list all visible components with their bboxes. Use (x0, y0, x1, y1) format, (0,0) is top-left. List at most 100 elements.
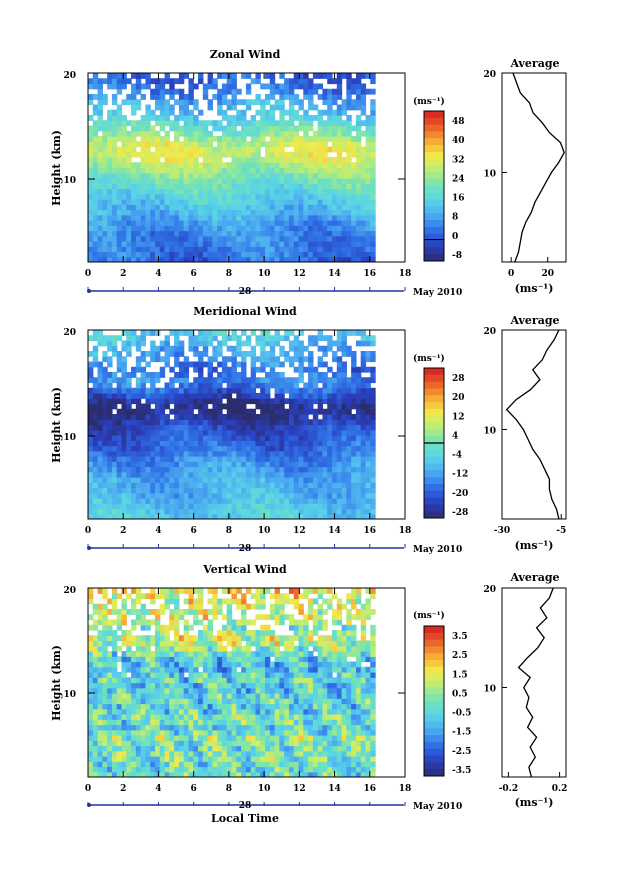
heatmap-cell (102, 387, 108, 394)
heatmap-cell (360, 771, 367, 777)
heatmap-cell (140, 714, 147, 720)
heatmap-cell (178, 183, 185, 190)
heatmap-cell (312, 220, 319, 226)
heatmap-cell (317, 714, 324, 720)
heatmap-cell (212, 745, 218, 752)
heatmap-cell (135, 246, 142, 253)
heatmap-cell (312, 487, 319, 494)
heatmap-cell (183, 703, 190, 710)
heatmap-cell (126, 424, 132, 431)
heatmap-cell (188, 508, 194, 515)
heatmap-cell (341, 209, 347, 216)
heatmap-cell (140, 756, 147, 762)
colorbar-step (424, 254, 444, 262)
heatmap-cell (159, 146, 166, 153)
heatmap-cell (150, 719, 156, 726)
heatmap-cell (107, 461, 113, 468)
heatmap-cell (269, 377, 276, 384)
heatmap-cell (298, 377, 304, 384)
heatmap-cell (207, 130, 213, 137)
heatmap-cell (217, 387, 223, 394)
heatmap-cell (145, 199, 151, 205)
heatmap-cell (360, 183, 367, 190)
heatmap-cell (183, 141, 190, 148)
heatmap-cell (308, 172, 314, 179)
x-tick-label: 14 (328, 526, 341, 536)
heatmap-cell (317, 235, 324, 242)
heatmap-cell (121, 340, 127, 347)
heatmap-cell (150, 162, 156, 169)
heatmap-cell (188, 214, 194, 221)
heatmap-cell (107, 199, 113, 205)
heatmap-cell (341, 330, 347, 336)
heatmap-cell (102, 220, 108, 226)
heatmap-cell (346, 235, 352, 242)
heatmap-cell (174, 761, 180, 768)
heatmap-cell (351, 220, 357, 226)
heatmap-cell (288, 508, 295, 515)
heatmap-cell (293, 477, 300, 483)
heatmap-cell (355, 214, 362, 221)
heatmap-cell (293, 698, 300, 705)
heatmap-cell (370, 225, 376, 232)
heatmap-cell (284, 419, 290, 426)
heatmap-cell (303, 498, 309, 504)
heatmap-cell (217, 220, 223, 226)
heatmap-cell (245, 220, 252, 226)
heatmap-cell (336, 440, 343, 447)
heatmap-cell (193, 403, 199, 410)
heatmap-cell (241, 251, 247, 258)
heatmap-cell (193, 209, 199, 216)
heatmap-cell (92, 183, 99, 190)
heatmap-cell (207, 204, 213, 211)
heatmap-cell (250, 356, 257, 363)
heatmap-cell (140, 193, 147, 200)
heatmap-cell (140, 351, 147, 357)
heatmap-cell (298, 351, 304, 357)
heatmap-cell (111, 445, 118, 452)
heatmap-cell (288, 136, 295, 142)
heatmap-cell (322, 445, 328, 452)
heatmap-cell (274, 141, 280, 148)
heatmap-cell (154, 403, 161, 410)
heatmap-cell (145, 498, 151, 504)
heatmap-cell (107, 109, 113, 116)
heatmap-cell (193, 340, 199, 347)
heatmap-cell (231, 492, 237, 499)
heatmap-cell (355, 366, 362, 373)
heatmap-cell (288, 204, 295, 211)
heatmap-cell (169, 104, 175, 111)
heatmap-cell (178, 735, 185, 741)
heatmap-cell (145, 256, 151, 262)
heatmap-cell (265, 508, 271, 515)
heatmap-cell (245, 745, 252, 752)
heatmap-cell (226, 398, 233, 405)
heatmap-cell (332, 740, 338, 747)
heatmap-cell (322, 750, 328, 757)
heatmap-cell (154, 408, 161, 415)
heatmap-cell (327, 188, 333, 195)
heatmap-cell (226, 745, 233, 752)
heatmap-cell (159, 162, 166, 169)
heatmap-cell (265, 761, 271, 768)
heatmap-cell (226, 766, 233, 773)
heatmap-cell (221, 130, 228, 137)
heatmap-cell (269, 183, 276, 190)
heatmap-cell (236, 109, 242, 116)
heatmap-cell (178, 724, 185, 731)
heatmap-cell (221, 125, 228, 132)
meridional-wind-heatmap (88, 330, 376, 519)
heatmap-cell (92, 424, 99, 431)
heatmap-cell (193, 735, 199, 741)
heatmap-cell (183, 461, 190, 468)
heatmap-cell (145, 120, 151, 127)
heatmap-cell (360, 750, 367, 757)
heatmap-cell (360, 450, 367, 457)
heatmap-cell (260, 756, 266, 762)
heatmap-cell (183, 745, 190, 752)
heatmap-cell (231, 130, 237, 137)
heatmap-cell (288, 414, 295, 420)
heatmap-cell (207, 714, 213, 720)
heatmap-cell (140, 429, 147, 436)
heatmap-cell (174, 766, 180, 773)
